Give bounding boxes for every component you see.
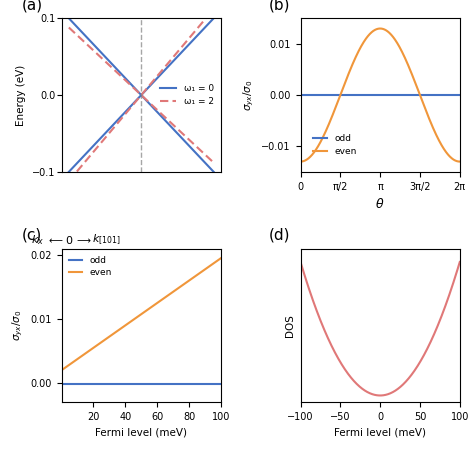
even: [384, 28, 390, 34]
odd: [384, 92, 390, 98]
odd: [59, 382, 65, 387]
even: [218, 255, 224, 261]
ω₁ = 0: [188, 40, 194, 45]
odd: [457, 92, 463, 98]
even: [154, 301, 159, 306]
ω₁ = 2: [152, 76, 157, 82]
Text: (a): (a): [22, 0, 43, 12]
even: [59, 367, 64, 373]
odd: [374, 92, 380, 98]
odd: [153, 382, 159, 387]
Text: $\longleftarrow$: $\longleftarrow$: [47, 235, 65, 245]
ω₁ = 0: [152, 78, 157, 84]
even: [393, 38, 399, 43]
Legend: odd, even: odd, even: [66, 253, 115, 280]
Line: even: even: [62, 258, 221, 370]
even: [193, 273, 199, 279]
even: [59, 367, 65, 372]
Legend: odd, even: odd, even: [310, 131, 360, 159]
even: [153, 301, 159, 307]
odd: [298, 92, 303, 98]
even: [203, 266, 209, 271]
odd: [156, 382, 162, 387]
Line: ω₁ = 0: ω₁ = 0: [69, 18, 214, 172]
ω₁ = 2: [188, 33, 194, 39]
even: [374, 26, 380, 32]
odd: [374, 92, 379, 98]
X-axis label: Fermi level (meV): Fermi level (meV): [95, 427, 187, 437]
odd: [218, 382, 224, 387]
Line: even: even: [301, 28, 460, 162]
ω₁ = 2: [155, 73, 160, 79]
Text: (c): (c): [22, 228, 42, 243]
Y-axis label: $\sigma_{yx}/\sigma_0$: $\sigma_{yx}/\sigma_0$: [241, 79, 256, 111]
Y-axis label: $\sigma_{yx}/\sigma_0$: $\sigma_{yx}/\sigma_0$: [10, 309, 25, 341]
ω₁ = 0: [66, 169, 72, 174]
even: [457, 159, 463, 165]
ω₁ = 0: [152, 78, 158, 83]
X-axis label: Fermi level (meV): Fermi level (meV): [334, 427, 426, 437]
even: [428, 121, 434, 127]
even: [374, 27, 379, 32]
even: [454, 158, 459, 164]
Text: $k_x$: $k_x$: [31, 233, 44, 247]
odd: [392, 92, 398, 98]
odd: [193, 382, 199, 387]
X-axis label: $\theta$: $\theta$: [375, 197, 385, 211]
even: [298, 159, 303, 165]
Line: ω₁ = 2: ω₁ = 2: [69, 9, 214, 181]
ω₁ = 2: [66, 178, 72, 184]
Text: $0$: $0$: [64, 234, 73, 246]
Y-axis label: Energy (eV): Energy (eV): [17, 64, 27, 126]
ω₁ = 0: [211, 16, 217, 21]
odd: [428, 92, 434, 98]
ω₁ = 0: [66, 169, 72, 175]
even: [156, 299, 162, 304]
ω₁ = 0: [155, 75, 160, 80]
Text: $\longrightarrow$: $\longrightarrow$: [75, 235, 92, 245]
ω₁ = 2: [211, 6, 217, 12]
odd: [453, 92, 459, 98]
odd: [59, 382, 64, 387]
Text: (d): (d): [269, 228, 290, 243]
odd: [154, 382, 159, 387]
ω₁ = 2: [66, 178, 72, 183]
Y-axis label: DOS: DOS: [285, 314, 295, 337]
ω₁ = 2: [152, 76, 158, 81]
Text: (b): (b): [269, 0, 290, 12]
Legend: ω₁ = 0, ω₁ = 2: ω₁ = 0, ω₁ = 2: [157, 81, 216, 109]
odd: [203, 382, 209, 387]
Text: $k_{[101]}$: $k_{[101]}$: [92, 233, 121, 247]
ω₁ = 0: [197, 30, 203, 35]
ω₁ = 2: [197, 22, 203, 28]
even: [377, 26, 383, 31]
